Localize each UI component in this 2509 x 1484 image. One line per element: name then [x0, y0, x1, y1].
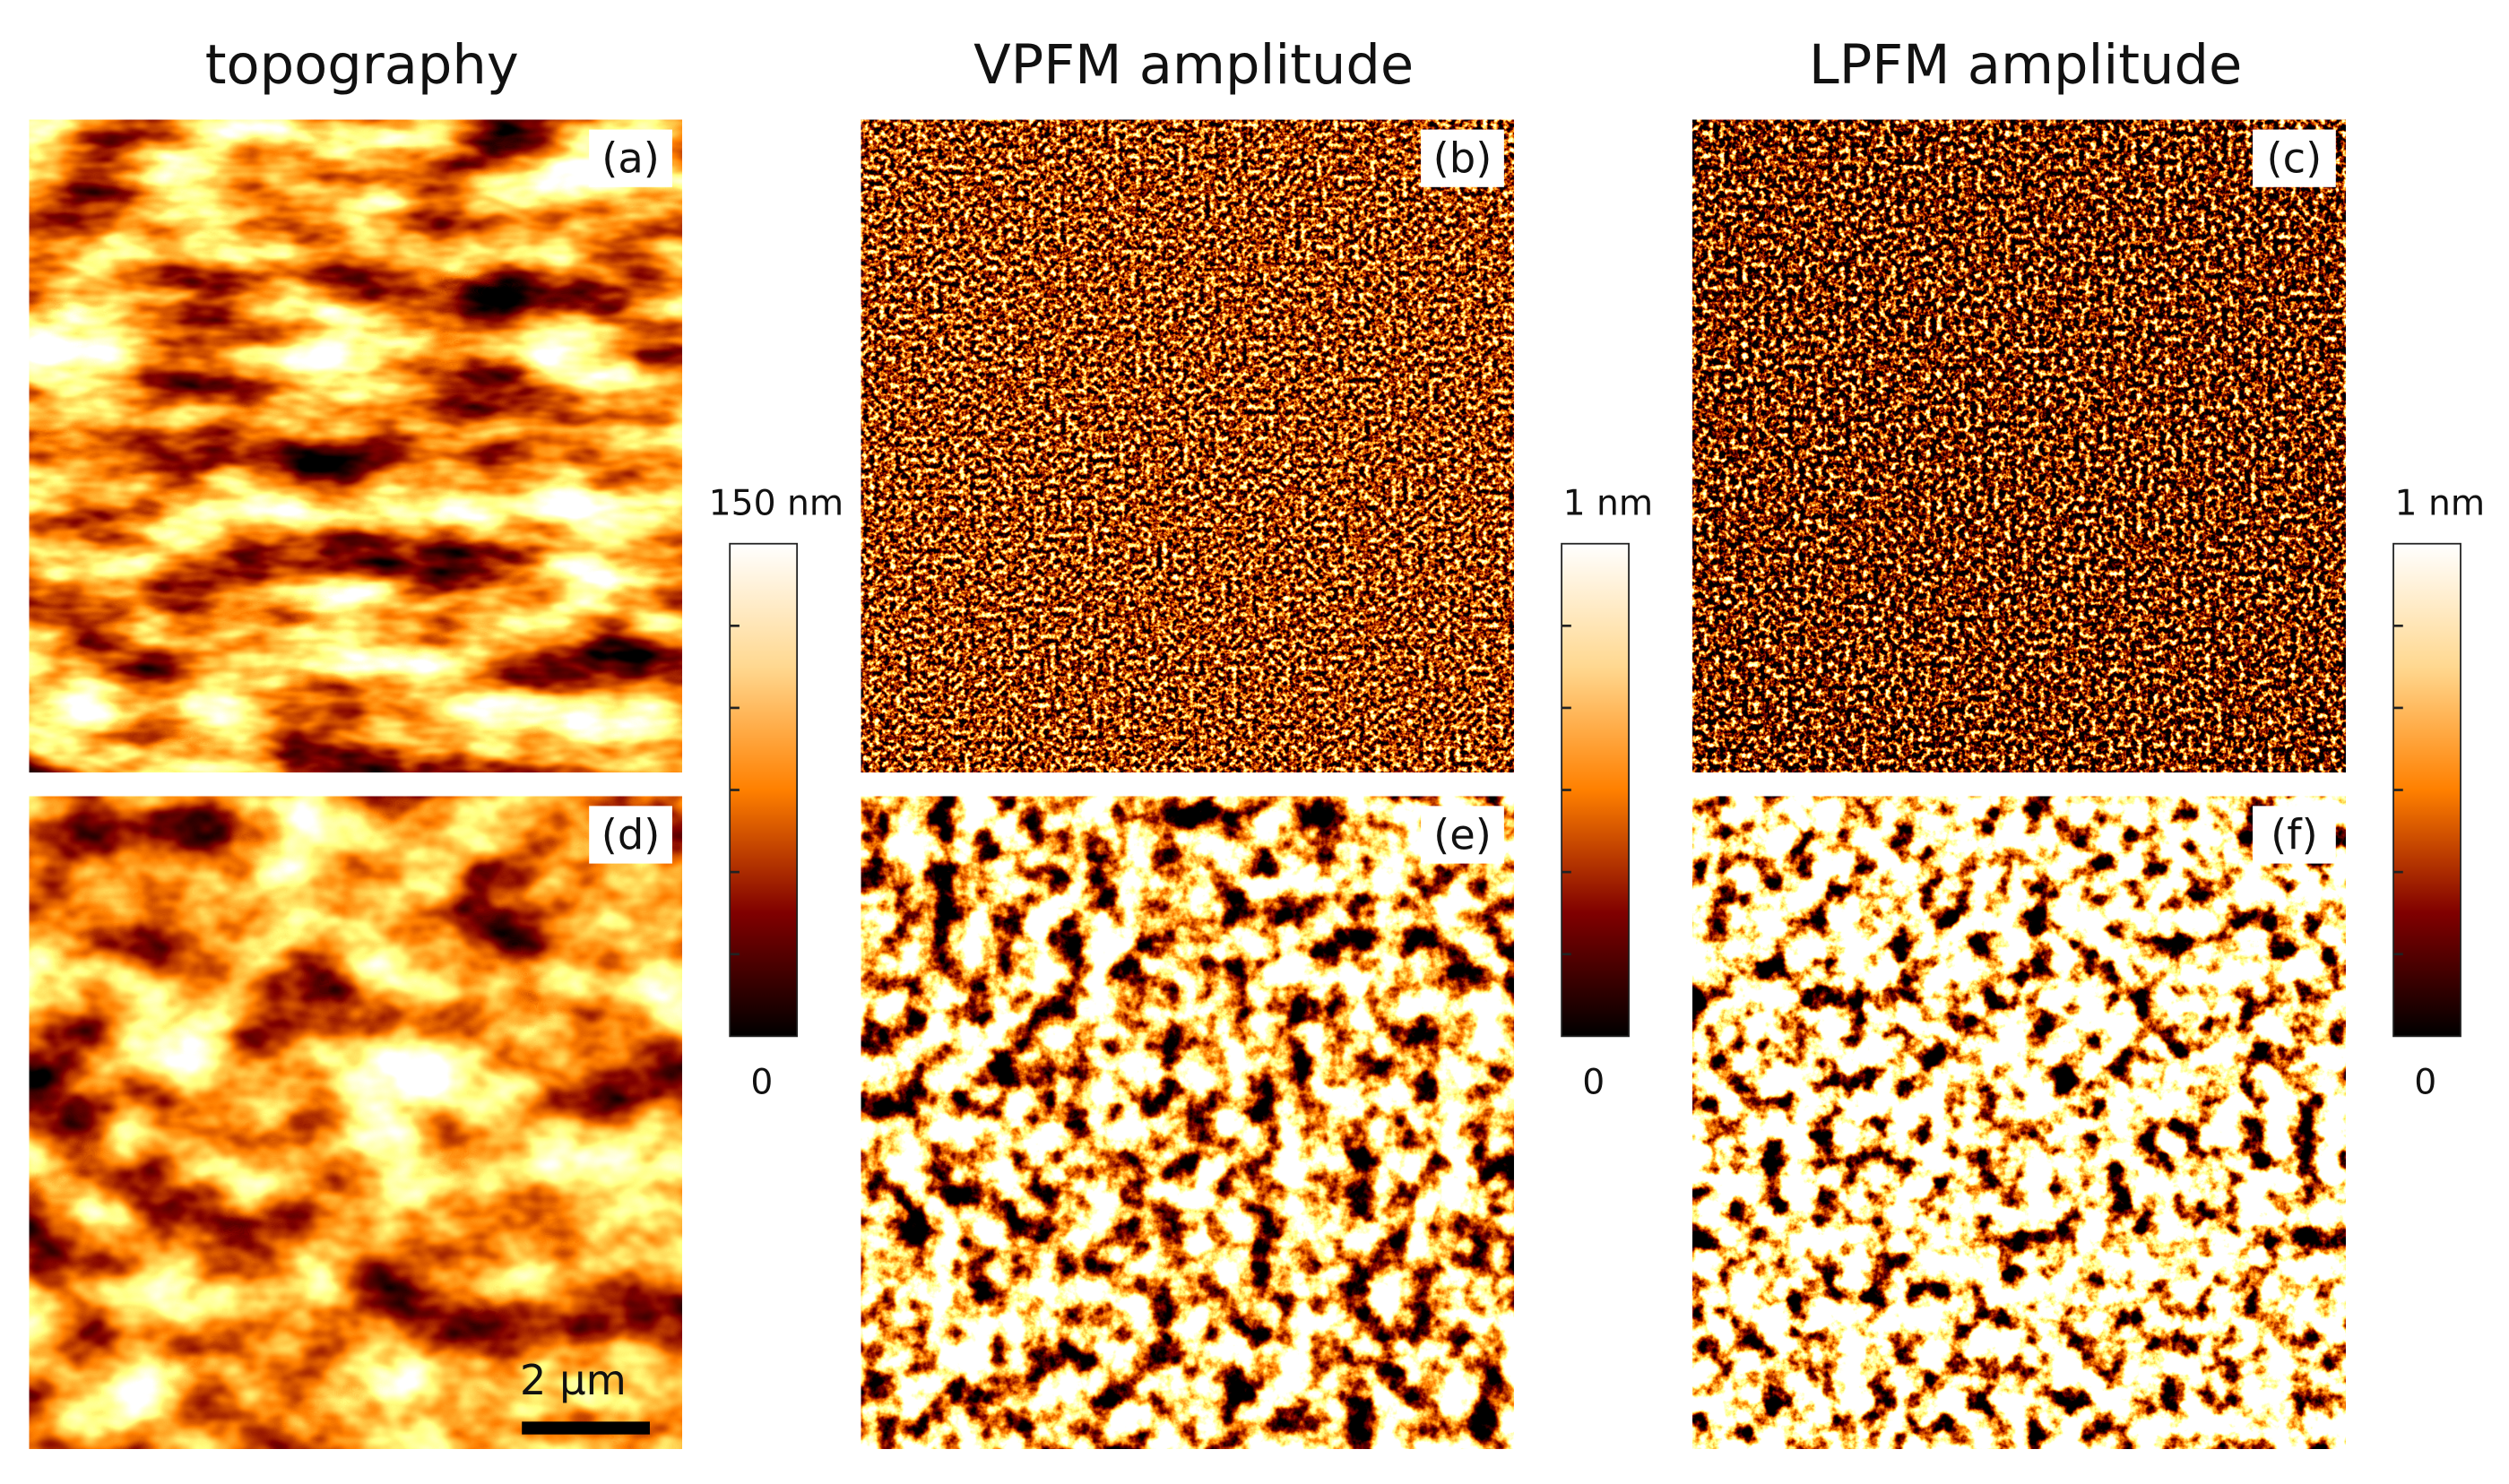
- panel-label: (c): [2267, 134, 2323, 183]
- column-title: LPFM amplitude: [1809, 34, 2242, 97]
- panel-label-bg: [1421, 806, 1504, 864]
- colorbar-max-label: 1 nm: [2395, 484, 2486, 524]
- colorbar-min-label: 0: [750, 1063, 773, 1103]
- colorbar-max-label: 150 nm: [709, 484, 844, 524]
- colorbar: [729, 542, 799, 1038]
- panel-label-bg: [589, 806, 672, 864]
- panel-label: (b): [1433, 134, 1492, 183]
- colorbar: [2392, 542, 2461, 1038]
- panel-label-bg: [2253, 806, 2336, 864]
- afm-image: [29, 119, 682, 772]
- scale-bar: [522, 1421, 650, 1435]
- panel-label: (d): [601, 811, 661, 859]
- panel-label: (f): [2271, 811, 2318, 859]
- afm-image: [29, 796, 682, 1449]
- panel-label: (a): [601, 134, 660, 183]
- panel-label-bg: [2253, 129, 2336, 187]
- figure-body: topography (a) (d) 150 nm 0 VPFM amplitude (b)…: [29, 34, 2486, 1449]
- colorbar-min-label: 0: [1582, 1063, 1605, 1103]
- panel-label-bg: [1421, 129, 1504, 187]
- column-title: topography: [205, 34, 519, 97]
- afm-image: [861, 119, 1514, 772]
- colorbar-max-label: 1 nm: [1563, 484, 1654, 524]
- afm-image: [861, 796, 1514, 1449]
- colorbar: [1561, 542, 1630, 1038]
- afm-image: [1692, 119, 2346, 772]
- panel-label-bg: [589, 129, 672, 187]
- panel-label: (e): [1433, 811, 1492, 859]
- afm-image: [1692, 796, 2346, 1449]
- column-title: VPFM amplitude: [973, 34, 1414, 97]
- colorbar-min-label: 0: [2414, 1063, 2436, 1103]
- scale-bar-label: 2 μm: [520, 1356, 627, 1404]
